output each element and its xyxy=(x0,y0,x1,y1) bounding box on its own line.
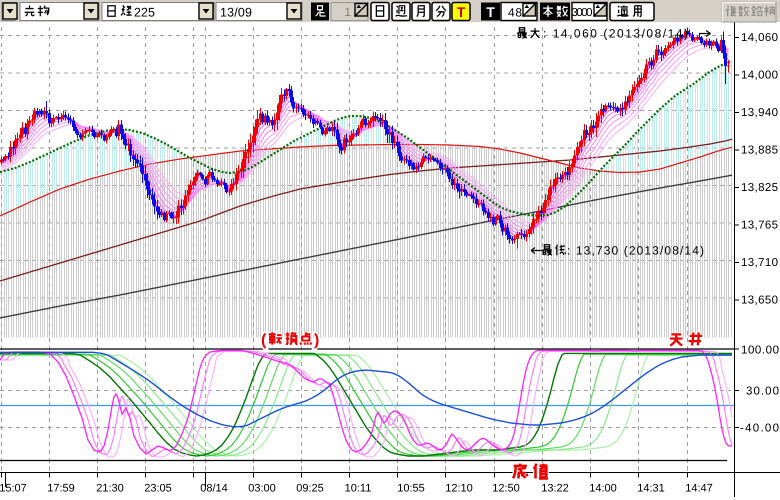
svg-text:13,710: 13,710 xyxy=(741,257,778,269)
svg-text:10:11: 10:11 xyxy=(345,482,372,494)
svg-text:48: 48 xyxy=(508,6,522,20)
svg-text:09:25: 09:25 xyxy=(296,482,324,494)
svg-text:T: T xyxy=(486,4,495,20)
svg-text:13,885: 13,885 xyxy=(741,145,778,157)
svg-text:14:00: 14:00 xyxy=(589,482,617,494)
svg-text:12:10: 12:10 xyxy=(445,482,473,494)
svg-text:14:31: 14:31 xyxy=(637,482,665,494)
svg-text:13,650: 13,650 xyxy=(741,295,778,307)
svg-text:T: T xyxy=(457,4,466,20)
svg-text:(: ( xyxy=(261,332,267,349)
svg-text:-40.00: -40.00 xyxy=(740,423,779,435)
svg-text:3000: 3000 xyxy=(572,7,593,19)
svg-text:08/14: 08/14 xyxy=(200,482,228,494)
svg-text:1: 1 xyxy=(344,5,351,19)
svg-text:100.00: 100.00 xyxy=(741,345,779,357)
svg-text:225: 225 xyxy=(134,6,155,20)
svg-text:10:55: 10:55 xyxy=(397,482,425,494)
svg-text:03:00: 03:00 xyxy=(248,482,276,494)
svg-text:13:22: 13:22 xyxy=(541,482,569,494)
svg-text:14:47: 14:47 xyxy=(685,482,713,494)
svg-text:13,940: 13,940 xyxy=(741,107,778,119)
svg-text:12:50: 12:50 xyxy=(492,482,520,494)
svg-text:21:30: 21:30 xyxy=(96,482,124,494)
svg-text:13,825: 13,825 xyxy=(741,182,778,194)
svg-text:13/09: 13/09 xyxy=(220,6,252,20)
svg-text:17:59: 17:59 xyxy=(47,482,75,494)
svg-text:): ) xyxy=(314,332,319,349)
svg-text:14,060: 14,060 xyxy=(741,32,778,44)
svg-text:30.00: 30.00 xyxy=(746,386,779,398)
svg-text:23:05: 23:05 xyxy=(144,482,172,494)
svg-text:14,000: 14,000 xyxy=(741,70,778,82)
svg-text:15:07: 15:07 xyxy=(0,482,27,494)
svg-text:13,765: 13,765 xyxy=(741,220,778,232)
